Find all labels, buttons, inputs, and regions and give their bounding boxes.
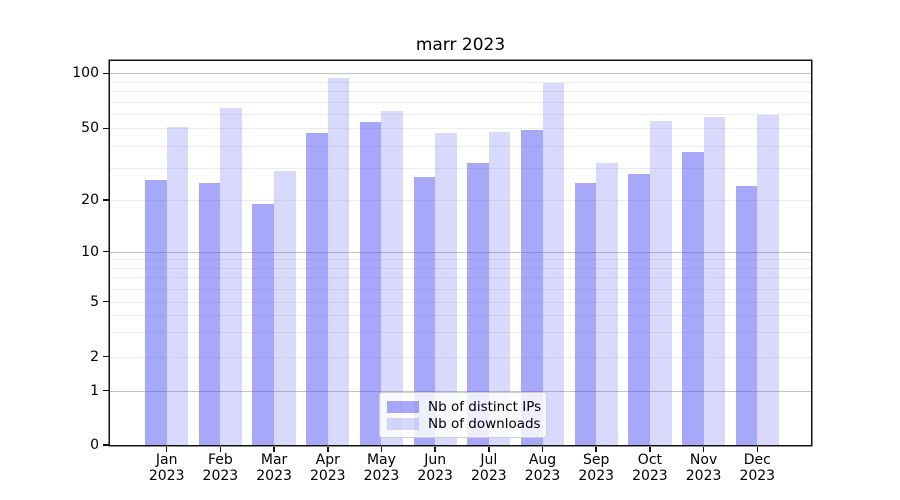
y-tick-mark: [103, 444, 109, 446]
legend: Nb of distinct IPs Nb of downloads: [379, 392, 547, 438]
legend-swatch-distinct-ips: [387, 400, 419, 413]
x-tick-label: Aug 2023: [524, 452, 561, 484]
x-tick-label: Sep 2023: [578, 452, 615, 484]
bar-downloads-jan: [166, 126, 189, 445]
x-tick-mark: [595, 446, 597, 452]
bar-downloads-mar: [274, 170, 296, 445]
x-tick-label: Jul 2023: [471, 452, 507, 484]
bar-downloads-nov: [703, 116, 726, 445]
x-tick-mark: [702, 446, 705, 452]
minor-gridline: [110, 91, 811, 92]
minor-gridline: [110, 200, 811, 201]
bar-downloads-aug: [542, 83, 565, 445]
x-tick-mark: [219, 446, 222, 452]
legend-item-distinct-ips: Nb of distinct IPs: [387, 398, 542, 415]
x-tick-mark: [434, 446, 436, 452]
bar-downloads-may: [381, 111, 404, 445]
x-tick-label: Nov 2023: [685, 452, 722, 484]
bar-ips-apr: [306, 133, 328, 445]
bar-ips-jul: [467, 163, 489, 445]
minor-gridline: [110, 128, 811, 130]
y-tick-mark: [103, 199, 109, 201]
bar-downloads-dec: [757, 115, 779, 445]
y-tick-label: 100: [72, 65, 99, 82]
x-tick-mark: [649, 446, 651, 452]
x-tick-label: Oct 2023: [632, 452, 668, 484]
y-tick-mark: [103, 389, 109, 392]
y-tick-mark: [103, 300, 109, 303]
bar-ips-aug: [520, 129, 543, 445]
minor-gridline: [110, 315, 811, 317]
x-tick-label: Apr 2023: [309, 452, 346, 484]
y-tick-label: 50: [81, 120, 99, 137]
x-tick-mark: [488, 446, 490, 452]
bar-ips-may: [359, 122, 382, 445]
major-gridline: [110, 390, 811, 392]
minor-gridline: [110, 101, 811, 103]
y-tick-label: 5: [90, 293, 99, 310]
major-gridline: [110, 73, 811, 75]
plot-area: [110, 61, 811, 445]
minor-gridline: [110, 277, 811, 279]
x-tick-mark: [380, 446, 383, 452]
y-tick-label: 10: [81, 243, 99, 260]
bar-downloads-apr: [327, 78, 350, 445]
y-tick-label: 1: [90, 382, 99, 399]
chart-title: marr 2023: [415, 35, 506, 55]
bar-ips-nov: [682, 151, 704, 445]
legend-swatch-downloads: [387, 417, 419, 430]
bar-ips-oct: [628, 173, 650, 445]
x-tick-label: Feb 2023: [202, 452, 239, 484]
minor-gridline: [110, 81, 811, 83]
x-tick-mark: [273, 446, 275, 452]
bar-ips-dec: [735, 185, 758, 445]
bar-ips-sep: [574, 182, 597, 445]
legend-item-downloads: Nb of downloads: [387, 415, 541, 432]
minor-gridline: [110, 332, 811, 334]
x-tick-label: Mar 2023: [256, 452, 292, 484]
x-tick-label: May 2023: [363, 452, 400, 484]
y-tick-mark: [103, 127, 109, 130]
minor-gridline: [110, 259, 811, 261]
y-tick-mark: [103, 250, 109, 253]
x-tick-mark: [756, 446, 759, 452]
legend-label-distinct-ips: Nb of distinct IPs: [428, 398, 542, 415]
x-tick-mark: [541, 446, 544, 452]
bar-ips-jun: [413, 176, 436, 445]
y-tick-label: 2: [90, 348, 99, 365]
legend-label-downloads: Nb of downloads: [428, 415, 541, 432]
x-tick-mark: [165, 446, 168, 452]
minor-gridline: [110, 288, 811, 290]
minor-gridline: [110, 145, 811, 147]
bar-downloads-jul: [488, 131, 511, 445]
bar-ips-feb: [198, 182, 221, 445]
bar-ips-mar: [252, 203, 275, 445]
x-tick-mark: [327, 446, 329, 452]
y-tick-label: 20: [81, 192, 99, 208]
bar-downloads-feb: [220, 107, 242, 445]
minor-gridline: [110, 267, 811, 269]
bar-downloads-oct: [649, 120, 672, 445]
x-tick-label: Dec 2023: [739, 452, 776, 484]
y-tick-mark: [103, 72, 109, 75]
bar-downloads-jun: [435, 133, 457, 445]
x-tick-label: Jan 2023: [148, 452, 185, 484]
bar-ips-jan: [145, 179, 167, 445]
minor-gridline: [110, 113, 811, 115]
x-tick-label: Jun 2023: [417, 452, 453, 484]
minor-gridline: [110, 356, 811, 358]
minor-gridline: [110, 301, 811, 303]
major-gridline: [110, 251, 811, 253]
y-tick-label: 0: [90, 437, 99, 453]
minor-gridline: [110, 168, 811, 170]
bar-downloads-sep: [596, 163, 618, 445]
y-tick-mark: [103, 355, 109, 358]
